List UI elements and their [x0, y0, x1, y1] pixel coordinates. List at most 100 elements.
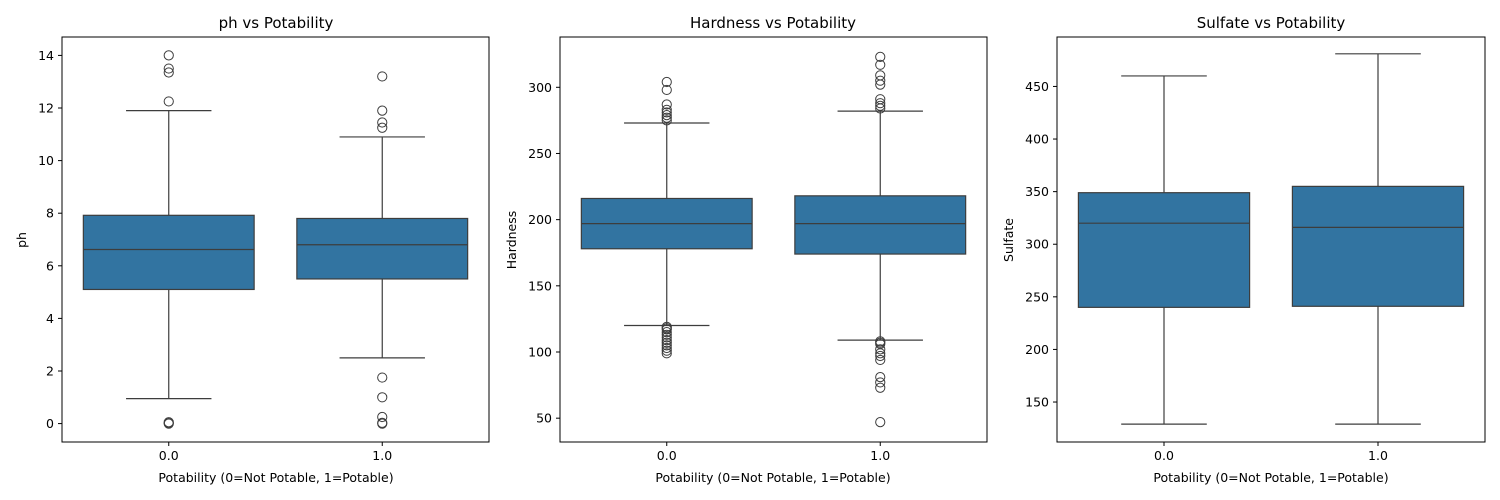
outlier-point — [875, 98, 886, 109]
box-ph-1.0 — [296, 71, 469, 429]
box-hardness-0.0 — [580, 76, 753, 359]
outlier-point — [875, 79, 886, 90]
outlier-point — [661, 342, 672, 354]
chart-panel-hardness: Hardness vs Potability Potability (0=Not… — [504, 14, 988, 485]
outlier-point — [875, 94, 886, 105]
outlier-point — [875, 350, 886, 362]
box-iqr — [296, 217, 469, 280]
outlier-point — [377, 372, 388, 383]
y-tick-label: 10 — [38, 153, 54, 168]
outlier-point — [661, 84, 672, 96]
box-hardness-1.0 — [794, 51, 967, 428]
y-tick-label: 6 — [46, 258, 54, 273]
outlier-point — [377, 392, 388, 403]
x-tick-label: 1.0 — [372, 448, 392, 463]
outlier-point — [377, 122, 388, 133]
x-axis-label-ph: Potability (0=Not Potable, 1=Potable) — [158, 470, 393, 485]
plot-area-sulfate: 150 200 250 300 350 400 450 0.0 1.0 — [1025, 36, 1486, 463]
outlier-point — [875, 100, 886, 111]
box-sulfate-1.0 — [1291, 53, 1465, 425]
axes-frame — [1056, 36, 1486, 443]
box-iqr — [1077, 192, 1251, 308]
outlier-point — [875, 59, 886, 70]
chart-title-hardness: Hardness vs Potability — [690, 14, 856, 32]
outlier-point — [875, 382, 886, 393]
outlier-point — [661, 340, 672, 351]
outlier-point — [163, 67, 174, 78]
y-tick-label: 450 — [1025, 79, 1049, 94]
outlier-point — [875, 75, 886, 86]
y-tick-label: 2 — [46, 363, 54, 378]
outlier-point — [163, 417, 174, 428]
x-tick-label: 0.0 — [657, 448, 677, 463]
outlier-point — [875, 70, 886, 81]
outlier-point — [377, 71, 388, 82]
y-tick-label: 100 — [528, 345, 552, 360]
box-iqr — [1291, 185, 1465, 307]
y-tick-label: 150 — [1025, 395, 1049, 410]
box-iqr — [82, 214, 255, 291]
outlier-point — [661, 345, 672, 356]
outlier-point — [377, 417, 388, 428]
outlier-point — [875, 354, 886, 366]
y-axis-label-hardness: Hardness — [504, 211, 519, 270]
box-sulfate-0.0 — [1077, 75, 1251, 425]
chart-title-sulfate: Sulfate vs Potability — [1197, 14, 1346, 32]
y-tick-label: 300 — [528, 80, 552, 95]
y-tick-label: 300 — [1025, 237, 1049, 252]
outlier-point — [875, 336, 886, 347]
outlier-point — [661, 99, 672, 110]
plot-area-ph: 0 2 4 6 8 10 12 14 0.0 1.0 — [38, 36, 490, 463]
outlier-point — [875, 377, 886, 388]
outlier-point — [661, 334, 672, 346]
x-tick-label: 0.0 — [159, 448, 179, 463]
x-axis-label-hardness: Potability (0=Not Potable, 1=Potable) — [655, 470, 890, 485]
chart-panel-ph: ph vs Potability Potability (0=Not Potab… — [14, 14, 490, 485]
y-tick-label: 400 — [1025, 132, 1049, 147]
y-tick-label: 200 — [528, 212, 552, 227]
y-tick-label: 4 — [46, 311, 54, 326]
y-tick-label: 12 — [38, 101, 54, 116]
axes-frame — [61, 36, 490, 443]
box-ph-0.0 — [82, 50, 255, 429]
outlier-point — [163, 63, 174, 74]
y-axis-label-ph: ph — [14, 232, 29, 248]
outlier-point — [661, 329, 672, 340]
outlier-point — [661, 348, 672, 359]
outlier-point — [163, 417, 174, 429]
outlier-point — [661, 115, 672, 126]
outlier-point — [661, 76, 672, 88]
outlier-point — [163, 96, 174, 107]
axes-frame — [559, 36, 988, 443]
y-tick-label: 250 — [528, 146, 552, 161]
outlier-point — [661, 104, 672, 115]
outlier-point — [875, 51, 886, 62]
outlier-point — [661, 109, 672, 121]
outlier-point — [875, 372, 886, 383]
outlier-point — [661, 321, 672, 332]
plot-area-hardness: 50 100 150 200 250 300 0.0 1.0 — [528, 36, 988, 463]
outlier-point — [661, 107, 672, 118]
x-tick-label: 1.0 — [1368, 448, 1388, 463]
outlier-point — [377, 105, 388, 116]
outlier-point — [875, 344, 886, 355]
x-axis-label-sulfate: Potability (0=Not Potable, 1=Potable) — [1153, 470, 1388, 485]
chart-panel-sulfate: Sulfate vs Potability Potability (0=Not … — [1001, 14, 1486, 485]
outlier-point — [661, 327, 672, 338]
y-tick-label: 0 — [46, 416, 54, 431]
outlier-point — [377, 117, 388, 128]
y-tick-label: 350 — [1025, 184, 1049, 199]
y-tick-label: 250 — [1025, 289, 1049, 304]
x-tick-label: 0.0 — [1154, 448, 1174, 463]
chart-title-ph: ph vs Potability — [219, 14, 334, 32]
outlier-point — [163, 50, 174, 61]
outlier-point — [661, 112, 672, 123]
y-axis-label-sulfate: Sulfate — [1001, 218, 1016, 262]
box-iqr — [794, 195, 967, 255]
y-tick-label: 150 — [528, 278, 552, 293]
outlier-point — [875, 417, 886, 428]
y-tick-label: 200 — [1025, 342, 1049, 357]
outlier-point — [377, 411, 388, 423]
outlier-point — [661, 337, 672, 348]
